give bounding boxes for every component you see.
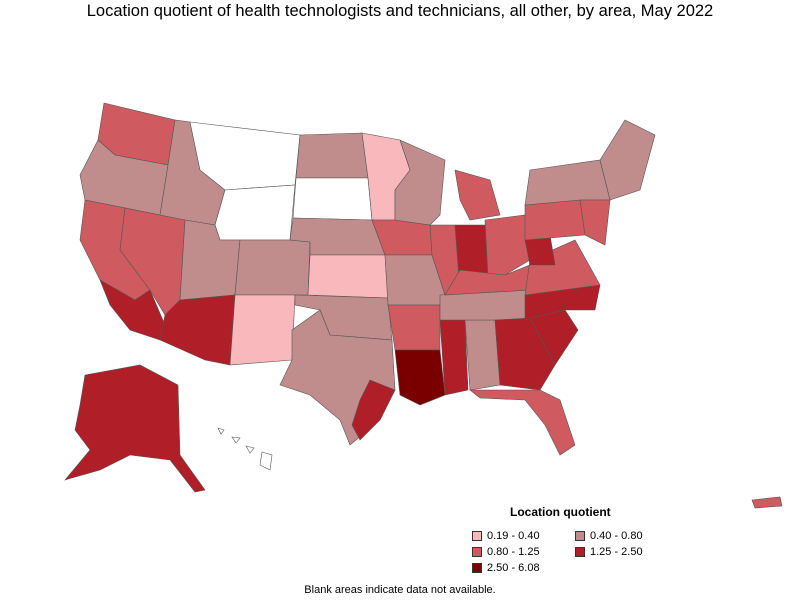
- legend-label-1: 0.19 - 0.40: [487, 530, 540, 542]
- region-hawaii[interactable]: [217, 427, 273, 471]
- legend-swatch-2: [575, 531, 585, 541]
- region-colorado[interactable]: [234, 239, 311, 296]
- contiguous-us: [79, 102, 656, 456]
- region-florida[interactable]: [469, 389, 576, 456]
- region-pennsylvania[interactable]: [524, 199, 586, 241]
- region-new-mexico[interactable]: [229, 294, 296, 366]
- legend-label-4: 1.25 - 2.50: [590, 546, 643, 558]
- region-mississippi[interactable]: [439, 319, 469, 396]
- legend-item-5: 2.50 - 6.08: [472, 562, 540, 574]
- region-arkansas[interactable]: [387, 304, 441, 351]
- region-georgia[interactable]: [494, 317, 556, 391]
- region-mid-atlantic[interactable]: [579, 199, 611, 246]
- legend-item-4: 1.25 - 2.50: [575, 546, 643, 558]
- region-puerto-rico[interactable]: [751, 496, 783, 509]
- region-wyoming[interactable]: [214, 184, 296, 241]
- region-wisconsin[interactable]: [394, 139, 446, 226]
- region-alabama[interactable]: [464, 319, 501, 391]
- legend-label-5: 2.50 - 6.08: [487, 562, 540, 574]
- region-alaska[interactable]: [64, 364, 206, 493]
- legend-swatch-3: [472, 547, 482, 557]
- legend-item-2: 0.40 - 0.80: [575, 530, 643, 542]
- region-virginia[interactable]: [524, 239, 601, 296]
- legend-swatch-5: [472, 563, 482, 573]
- legend-item-1: 0.19 - 0.40: [472, 530, 540, 542]
- region-michigan[interactable]: [454, 169, 501, 221]
- region-south-dakota[interactable]: [292, 177, 373, 221]
- map-title: Location quotient of health technologist…: [86, 2, 714, 20]
- region-louisiana[interactable]: [394, 349, 446, 406]
- legend-swatch-4: [575, 547, 585, 557]
- region-new-england[interactable]: [599, 119, 656, 201]
- region-ohio[interactable]: [484, 214, 531, 276]
- footnote: Blank areas indicate data not available.: [304, 584, 496, 596]
- region-new-york[interactable]: [524, 159, 611, 206]
- legend-swatch-1: [472, 531, 482, 541]
- region-texas-gulf[interactable]: [351, 379, 396, 441]
- legend-item-3: 0.80 - 1.25: [472, 546, 540, 558]
- legend-label-3: 0.80 - 1.25: [487, 546, 540, 558]
- legend-title: Location quotient: [510, 505, 611, 519]
- legend-label-2: 0.40 - 0.80: [590, 530, 643, 542]
- region-kansas[interactable]: [307, 254, 389, 299]
- region-north-dakota[interactable]: [295, 132, 369, 179]
